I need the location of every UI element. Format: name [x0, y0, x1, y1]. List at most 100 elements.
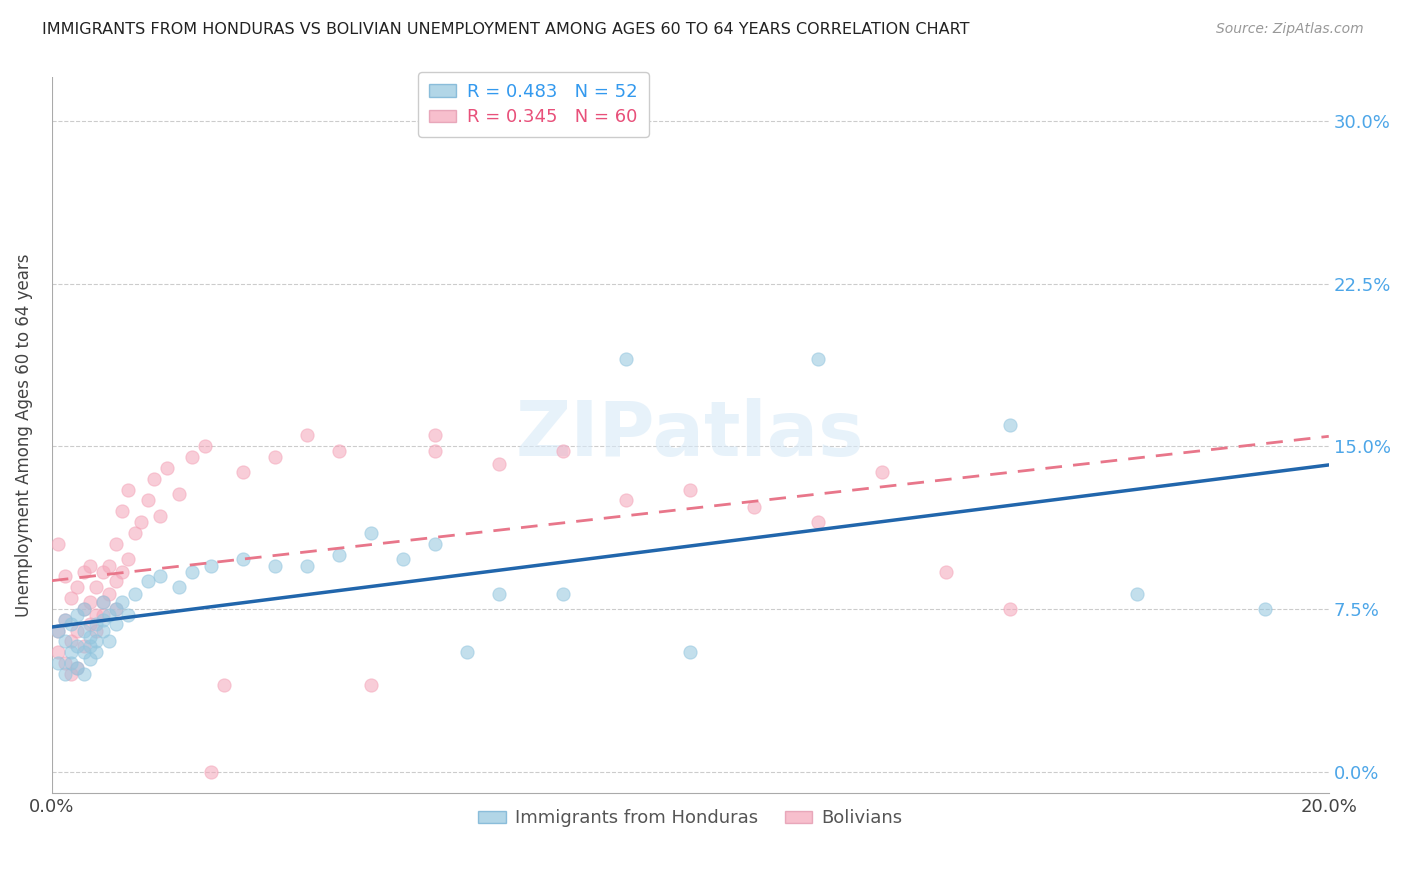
- Point: [117, 552, 139, 566]
- Point: [98, 587, 121, 601]
- Point: [104, 617, 127, 632]
- Point: [551, 587, 574, 601]
- Point: [136, 493, 159, 508]
- Point: [104, 602, 127, 616]
- Point: [616, 493, 638, 508]
- Point: [742, 500, 765, 514]
- Point: [104, 602, 127, 616]
- Point: [91, 624, 114, 638]
- Point: [423, 443, 446, 458]
- Point: [86, 624, 108, 638]
- Point: [91, 608, 114, 623]
- Point: [91, 595, 114, 609]
- Point: [66, 580, 89, 594]
- Point: [86, 617, 108, 632]
- Point: [264, 450, 287, 464]
- Point: [73, 565, 96, 579]
- Point: [679, 645, 702, 659]
- Point: [807, 515, 830, 529]
- Point: [807, 352, 830, 367]
- Point: [66, 624, 89, 638]
- Point: [181, 450, 204, 464]
- Point: [328, 548, 350, 562]
- Point: [86, 645, 108, 659]
- Point: [111, 504, 134, 518]
- Point: [53, 656, 76, 670]
- Point: [79, 630, 101, 644]
- Point: [156, 461, 179, 475]
- Point: [53, 613, 76, 627]
- Point: [86, 608, 108, 623]
- Point: [104, 574, 127, 588]
- Point: [295, 428, 318, 442]
- Point: [79, 595, 101, 609]
- Point: [86, 634, 108, 648]
- Text: ZIPatlas: ZIPatlas: [516, 399, 865, 473]
- Point: [79, 558, 101, 573]
- Point: [360, 678, 382, 692]
- Point: [328, 443, 350, 458]
- Point: [169, 487, 191, 501]
- Point: [59, 634, 82, 648]
- Point: [616, 352, 638, 367]
- Point: [66, 660, 89, 674]
- Legend: Immigrants from Honduras, Bolivians: Immigrants from Honduras, Bolivians: [471, 802, 910, 834]
- Point: [111, 595, 134, 609]
- Point: [456, 645, 478, 659]
- Point: [66, 660, 89, 674]
- Point: [117, 608, 139, 623]
- Point: [129, 515, 152, 529]
- Point: [935, 565, 957, 579]
- Point: [124, 526, 146, 541]
- Point: [66, 639, 89, 653]
- Point: [73, 602, 96, 616]
- Point: [488, 587, 510, 601]
- Point: [79, 639, 101, 653]
- Point: [200, 558, 222, 573]
- Point: [98, 634, 121, 648]
- Point: [73, 645, 96, 659]
- Point: [998, 602, 1021, 616]
- Point: [104, 537, 127, 551]
- Point: [53, 634, 76, 648]
- Point: [149, 508, 172, 523]
- Text: IMMIGRANTS FROM HONDURAS VS BOLIVIAN UNEMPLOYMENT AMONG AGES 60 TO 64 YEARS CORR: IMMIGRANTS FROM HONDURAS VS BOLIVIAN UNE…: [42, 22, 970, 37]
- Point: [392, 552, 415, 566]
- Point: [136, 574, 159, 588]
- Point: [360, 526, 382, 541]
- Point: [295, 558, 318, 573]
- Point: [232, 465, 254, 479]
- Point: [73, 667, 96, 681]
- Point: [59, 617, 82, 632]
- Point: [264, 558, 287, 573]
- Point: [194, 439, 217, 453]
- Point: [98, 558, 121, 573]
- Point: [73, 639, 96, 653]
- Point: [142, 472, 165, 486]
- Point: [232, 552, 254, 566]
- Point: [111, 565, 134, 579]
- Point: [59, 645, 82, 659]
- Point: [212, 678, 235, 692]
- Point: [117, 483, 139, 497]
- Point: [1254, 602, 1277, 616]
- Point: [998, 417, 1021, 432]
- Point: [86, 580, 108, 594]
- Point: [46, 656, 69, 670]
- Point: [46, 624, 69, 638]
- Point: [91, 565, 114, 579]
- Y-axis label: Unemployment Among Ages 60 to 64 years: Unemployment Among Ages 60 to 64 years: [15, 253, 32, 617]
- Point: [124, 587, 146, 601]
- Point: [1126, 587, 1149, 601]
- Point: [53, 569, 76, 583]
- Text: Source: ZipAtlas.com: Source: ZipAtlas.com: [1216, 22, 1364, 37]
- Point: [98, 608, 121, 623]
- Point: [200, 764, 222, 779]
- Point: [79, 617, 101, 632]
- Point: [91, 613, 114, 627]
- Point: [53, 613, 76, 627]
- Point: [551, 443, 574, 458]
- Point: [46, 537, 69, 551]
- Point: [423, 428, 446, 442]
- Point: [679, 483, 702, 497]
